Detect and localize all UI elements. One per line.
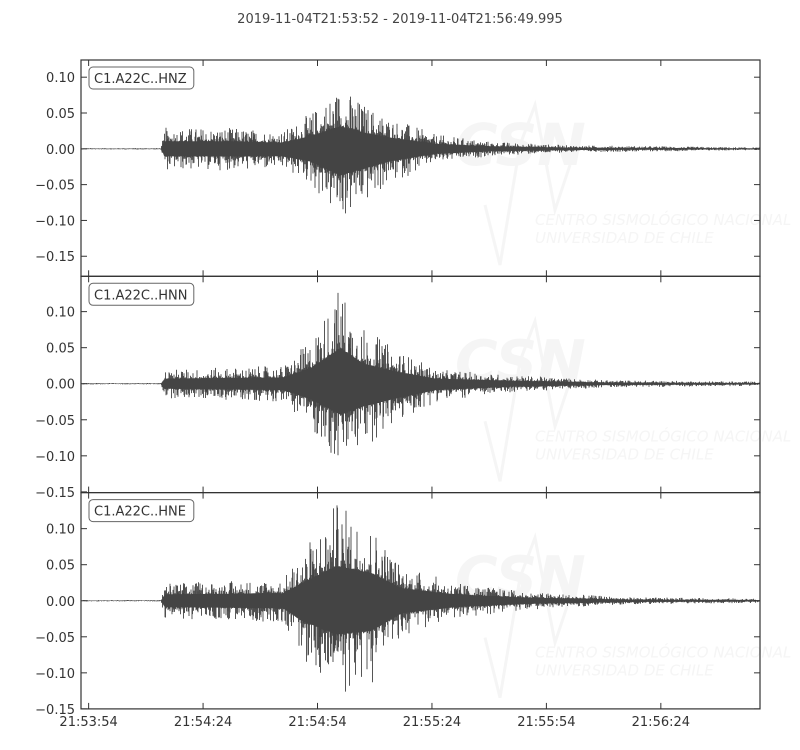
x-tick-label: 21:54:54 — [288, 715, 346, 730]
channel-label-box — [88, 66, 195, 90]
channel-label: C1.A22C..HNE — [88, 499, 195, 523]
x-tick-label: 21:54:24 — [174, 715, 232, 730]
y-tick-label: 0.05 — [46, 107, 75, 122]
y-tick-label: −0.10 — [35, 214, 75, 229]
y-tick-label: −0.15 — [35, 703, 75, 718]
chart-title: 2019-11-04T21:53:52 - 2019-11-04T21:56:4… — [237, 12, 563, 27]
watermark-line1: CENTRO SISMOLÓGICO NACIONAL — [535, 426, 791, 445]
y-tick-label: −0.05 — [35, 179, 75, 194]
y-tick-label: −0.10 — [35, 450, 75, 465]
y-tick-label: 0.05 — [46, 559, 75, 574]
y-tick-label: 0.10 — [46, 523, 75, 538]
channel-label-box — [88, 282, 195, 306]
y-tick-label: −0.05 — [35, 414, 75, 429]
channel-label-box — [88, 499, 195, 523]
watermark-wave-icon — [483, 315, 572, 482]
y-tick-label: 0.00 — [46, 143, 75, 158]
watermark-line1: CENTRO SISMOLÓGICO NACIONAL — [535, 210, 791, 229]
watermark-line2: UNIVERSIDAD DE CHILE — [535, 662, 714, 680]
y-tick-label: 0.00 — [46, 595, 75, 610]
y-tick-label: 0.10 — [46, 306, 75, 321]
y-tick-label: 0.00 — [46, 378, 75, 393]
channel-label-text: C1.A22C..HNE — [94, 505, 186, 520]
y-tick-label: 0.10 — [46, 71, 75, 86]
y-tick-label: −0.10 — [35, 667, 75, 682]
x-tick-label: 21:55:54 — [517, 715, 575, 730]
y-tick-label: −0.05 — [35, 631, 75, 646]
channel-label: C1.A22C..HNN — [88, 282, 195, 306]
watermark-wave-icon — [483, 532, 572, 698]
channel-label-text: C1.A22C..HNZ — [94, 72, 187, 87]
x-tick-label: 21:53:54 — [59, 715, 117, 730]
channel-label-text: C1.A22C..HNN — [94, 288, 187, 303]
watermark-line2: UNIVERSIDAD DE CHILE — [535, 229, 714, 247]
x-tick-label: 21:56:24 — [632, 715, 690, 730]
y-tick-label: 0.05 — [46, 342, 75, 357]
watermark-wave-icon — [483, 99, 572, 266]
trace-C1.A22C..HNZ — [81, 96, 760, 214]
y-tick-label: −0.15 — [35, 486, 75, 501]
y-tick-label: −0.15 — [35, 250, 75, 265]
watermark-line1: CENTRO SISMOLÓGICO NACIONAL — [535, 643, 791, 662]
x-tick-label: 21:55:24 — [403, 715, 461, 730]
watermark-line2: UNIVERSIDAD DE CHILE — [535, 445, 714, 463]
channel-label: C1.A22C..HNZ — [88, 66, 195, 90]
